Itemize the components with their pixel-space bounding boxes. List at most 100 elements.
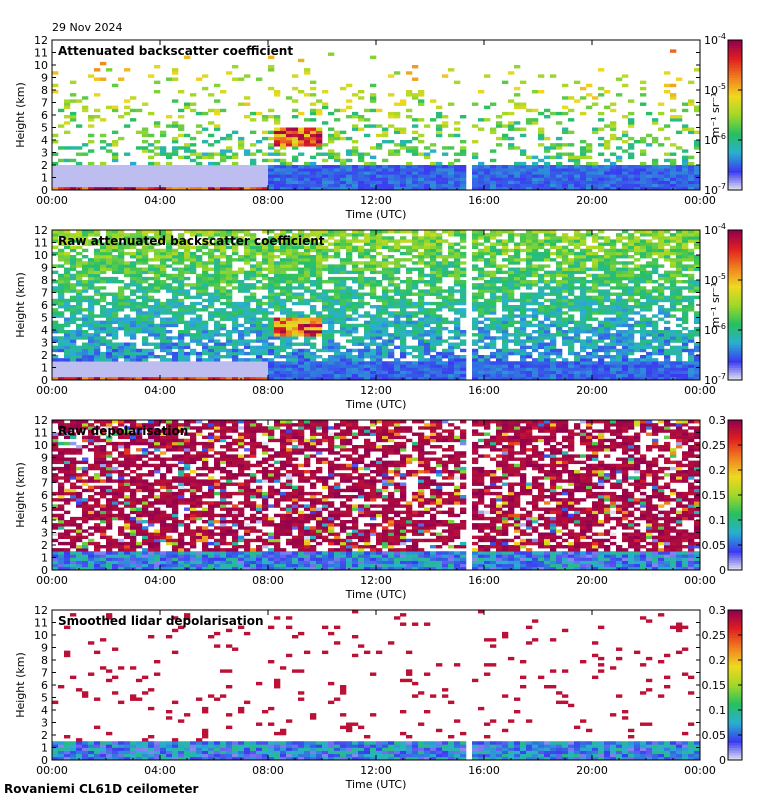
heatmap-cell xyxy=(454,345,461,350)
colorbar-swatch xyxy=(728,125,742,128)
heatmap-cell xyxy=(286,143,293,147)
heatmap-cell xyxy=(328,336,335,340)
heatmap-cell xyxy=(142,130,149,135)
heatmap-cell xyxy=(142,276,149,281)
heatmap-cell xyxy=(202,320,209,325)
heatmap-cell xyxy=(502,133,509,138)
heatmap-cell xyxy=(340,364,347,368)
heatmap-cell xyxy=(454,273,461,278)
heatmap-cell xyxy=(634,177,641,181)
heatmap-cell xyxy=(130,165,137,169)
heatmap-cell xyxy=(322,239,329,243)
heatmap-cell xyxy=(136,233,143,237)
heatmap-cell xyxy=(646,183,653,188)
heatmap-cell xyxy=(70,258,77,262)
heatmap-cell xyxy=(172,177,179,181)
heatmap-cell xyxy=(484,370,491,375)
heatmap-cell xyxy=(484,183,491,188)
heatmap-cell xyxy=(436,295,443,300)
colorbar-swatch xyxy=(728,160,742,163)
heatmap-cell xyxy=(58,373,65,378)
heatmap-cell xyxy=(94,320,101,325)
heatmap-cell xyxy=(340,351,347,356)
heatmap-cell xyxy=(268,280,275,284)
heatmap-cell xyxy=(340,165,347,169)
heatmap-cell xyxy=(478,233,485,237)
heatmap-cell xyxy=(178,124,185,128)
heatmap-cell xyxy=(154,80,161,85)
heatmap-cell xyxy=(562,283,569,287)
heatmap-cell xyxy=(82,376,89,381)
heatmap-cell xyxy=(250,370,257,375)
heatmap-cell xyxy=(100,177,107,181)
heatmap-cell xyxy=(154,364,161,368)
heatmap-cell xyxy=(226,295,233,300)
heatmap-cell xyxy=(70,320,77,325)
heatmap-cell xyxy=(250,239,257,243)
heatmap-cell xyxy=(166,351,173,356)
heatmap-cell xyxy=(436,183,443,188)
heatmap-cell xyxy=(406,376,413,381)
heatmap-cell xyxy=(76,355,83,359)
heatmap-cell xyxy=(556,168,563,172)
heatmap-cell xyxy=(664,186,671,191)
heatmap-cell xyxy=(538,364,545,368)
heatmap-cell xyxy=(508,370,515,375)
heatmap-cell xyxy=(496,267,503,271)
heatmap-cell xyxy=(460,348,467,353)
heatmap-cell xyxy=(190,183,197,188)
heatmap-cell xyxy=(430,373,437,378)
heatmap-cell xyxy=(316,355,323,359)
heatmap-cell xyxy=(154,146,161,150)
heatmap-cell xyxy=(244,364,251,368)
heatmap-cell xyxy=(250,255,257,259)
heatmap-cell xyxy=(208,317,215,321)
heatmap-cell xyxy=(286,171,293,175)
heatmap-cell xyxy=(304,270,311,275)
heatmap-cell xyxy=(250,298,257,303)
heatmap-cell xyxy=(424,283,431,287)
heatmap-cell xyxy=(310,177,317,181)
heatmap-cell xyxy=(82,248,89,253)
heatmap-cell xyxy=(526,376,533,381)
heatmap-cell xyxy=(460,149,467,153)
heatmap-cell xyxy=(202,342,209,346)
heatmap-cell xyxy=(214,140,221,144)
heatmap-cell xyxy=(418,118,425,122)
heatmap-cell xyxy=(436,301,443,306)
heatmap-cell xyxy=(664,124,671,128)
heatmap-cell xyxy=(550,333,557,337)
heatmap-cell xyxy=(268,358,275,362)
heatmap-cell xyxy=(64,115,71,119)
heatmap-cell xyxy=(112,348,119,353)
heatmap-cell xyxy=(406,93,413,97)
heatmap-cell xyxy=(196,370,203,375)
heatmap-cell xyxy=(388,186,395,191)
heatmap-cell xyxy=(382,355,389,359)
heatmap-cell xyxy=(268,311,275,315)
heatmap-cell xyxy=(532,376,539,381)
heatmap-cell xyxy=(94,77,101,81)
heatmap-cell xyxy=(424,168,431,172)
heatmap-cell xyxy=(562,301,569,306)
heatmap-cell xyxy=(400,342,407,346)
heatmap-cell xyxy=(166,276,173,281)
heatmap-cell xyxy=(106,180,113,185)
heatmap-cell xyxy=(154,298,161,303)
heatmap-cell xyxy=(262,330,269,334)
heatmap-cell xyxy=(370,267,377,271)
heatmap-cell xyxy=(334,276,341,281)
heatmap-cell xyxy=(142,289,149,293)
heatmap-cell xyxy=(532,345,539,350)
heatmap-cell xyxy=(304,373,311,378)
heatmap-cell xyxy=(352,295,359,300)
heatmap-cell xyxy=(544,367,551,371)
heatmap-cell xyxy=(202,280,209,284)
heatmap-cell xyxy=(412,233,419,237)
heatmap-cell xyxy=(538,267,545,271)
colorbar-swatch xyxy=(728,152,742,156)
heatmap-cell xyxy=(130,168,137,172)
heatmap-cell xyxy=(322,255,329,259)
heatmap-cell xyxy=(178,370,185,375)
heatmap-cell xyxy=(544,146,551,150)
